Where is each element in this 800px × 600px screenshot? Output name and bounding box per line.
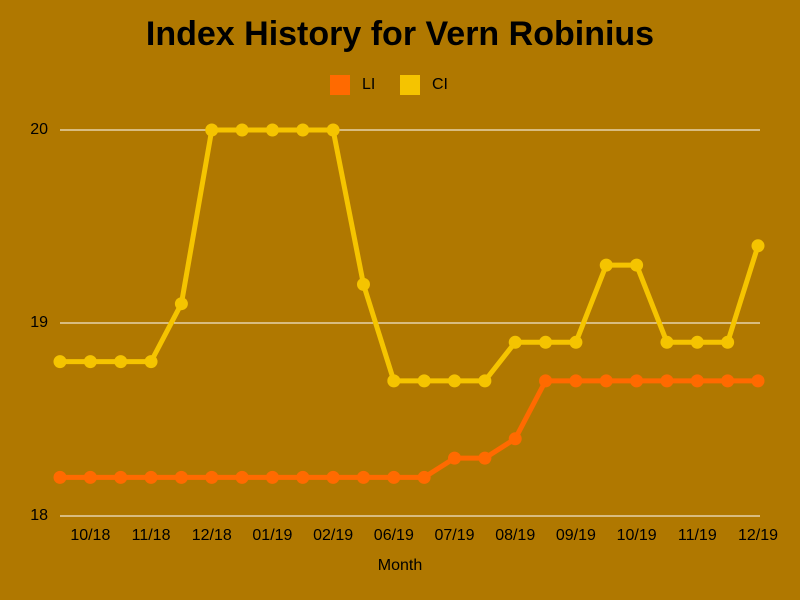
data-point xyxy=(478,374,492,388)
x-tick-label: 07/19 xyxy=(434,527,474,544)
y-tick-label: 18 xyxy=(30,507,48,524)
x-tick-label: 09/19 xyxy=(556,527,596,544)
x-tick-label: 11/19 xyxy=(678,527,717,544)
y-tick-label: 20 xyxy=(30,121,48,138)
x-tick-label: 01/19 xyxy=(252,527,292,544)
data-point xyxy=(387,470,401,484)
data-point xyxy=(114,355,128,369)
x-tick-label: 10/19 xyxy=(617,527,657,544)
legend-label: LI xyxy=(362,76,375,93)
x-tick-label: 10/18 xyxy=(70,527,110,544)
data-point xyxy=(751,239,765,253)
data-point xyxy=(53,470,67,484)
data-point xyxy=(448,451,462,465)
chart-title: Index History for Vern Robinius xyxy=(146,15,654,53)
data-point xyxy=(569,374,583,388)
data-point xyxy=(235,123,249,137)
data-point xyxy=(356,470,370,484)
data-point xyxy=(660,335,674,349)
x-axis-label: Month xyxy=(378,557,422,574)
data-point xyxy=(296,123,310,137)
data-point xyxy=(387,374,401,388)
data-point xyxy=(296,470,310,484)
data-point xyxy=(539,374,553,388)
data-point xyxy=(144,470,158,484)
data-point xyxy=(478,451,492,465)
data-point xyxy=(174,297,188,311)
data-point xyxy=(326,123,340,137)
data-point xyxy=(721,335,735,349)
y-tick-label: 19 xyxy=(30,314,48,331)
data-point xyxy=(508,432,522,446)
series-line xyxy=(60,127,761,384)
data-point xyxy=(751,374,765,388)
x-tick-label: 12/19 xyxy=(738,527,778,544)
data-point xyxy=(235,470,249,484)
data-point xyxy=(326,470,340,484)
data-point xyxy=(83,470,97,484)
data-point xyxy=(83,355,97,369)
data-point xyxy=(417,470,431,484)
legend-swatch xyxy=(330,75,350,95)
x-tick-label: 11/18 xyxy=(132,527,171,544)
data-point xyxy=(417,374,431,388)
data-point xyxy=(630,258,644,272)
data-point xyxy=(53,355,67,369)
data-point xyxy=(569,335,583,349)
data-point xyxy=(690,335,704,349)
data-point xyxy=(448,374,462,388)
x-tick-label: 08/19 xyxy=(495,527,535,544)
data-point xyxy=(660,374,674,388)
legend-label: CI xyxy=(432,76,448,93)
data-point xyxy=(144,355,158,369)
data-point xyxy=(508,335,522,349)
data-point xyxy=(265,123,279,137)
data-point xyxy=(265,470,279,484)
x-tick-label: 06/19 xyxy=(374,527,414,544)
data-point xyxy=(599,374,613,388)
x-tick-label: 12/18 xyxy=(192,527,232,544)
legend-swatch xyxy=(400,75,420,95)
x-tick-label: 02/19 xyxy=(313,527,353,544)
data-point xyxy=(539,335,553,349)
data-point xyxy=(599,258,613,272)
data-point xyxy=(114,470,128,484)
data-point xyxy=(690,374,704,388)
data-point xyxy=(721,374,735,388)
data-point xyxy=(205,470,219,484)
data-point xyxy=(356,277,370,291)
data-point xyxy=(205,123,219,137)
data-point xyxy=(630,374,644,388)
data-point xyxy=(174,470,188,484)
